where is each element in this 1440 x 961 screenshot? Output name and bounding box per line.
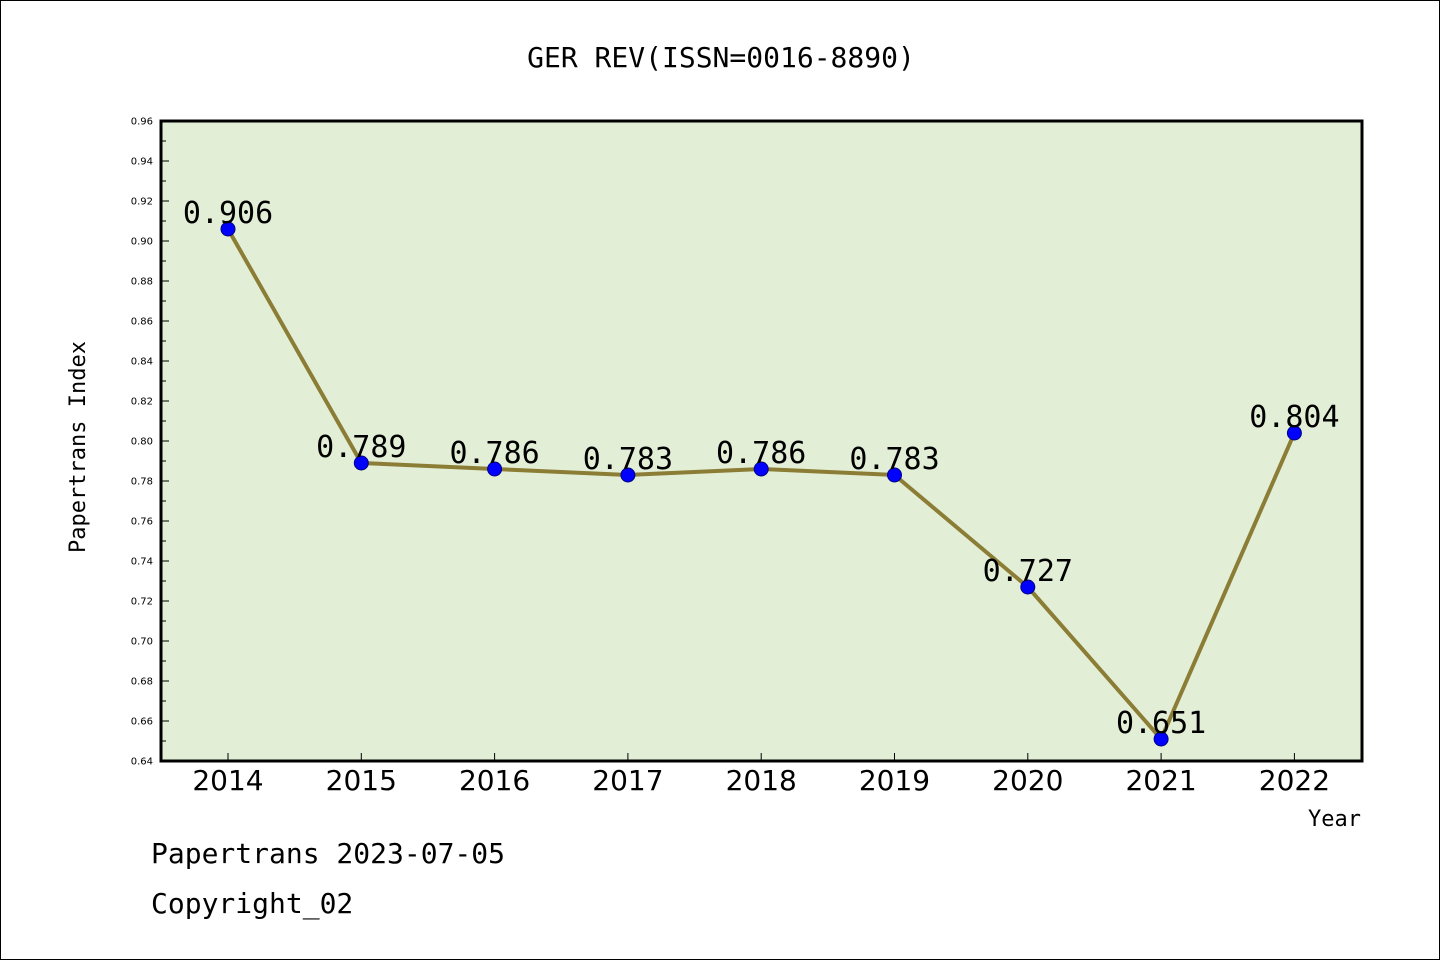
y-tick-label: 0.86 [131, 317, 153, 328]
x-tick-label: 2022 [1259, 764, 1330, 797]
y-tick-label: 0.84 [131, 357, 153, 368]
data-label: 0.789 [316, 430, 406, 465]
x-tick-label: 2018 [726, 764, 797, 797]
chart-title: GER REV(ISSN=0016-8890) [527, 41, 915, 74]
y-tick-label: 0.76 [131, 517, 153, 528]
y-tick-label: 0.78 [131, 477, 153, 488]
y-axis-label: Papertrans Index [66, 341, 91, 553]
y-tick-label: 0.72 [131, 597, 153, 608]
y-tick-label: 0.90 [131, 237, 153, 248]
data-label: 0.783 [583, 442, 673, 477]
data-point [1286, 425, 1302, 441]
x-tick-label: 2015 [326, 764, 397, 797]
data-label: 0.727 [983, 554, 1073, 589]
y-tick-label: 0.82 [131, 397, 153, 408]
y-tick-label: 0.88 [131, 277, 153, 288]
series-0 [220, 221, 1302, 747]
x-tick-label: 2016 [459, 764, 530, 797]
data-label: 0.651 [1116, 706, 1206, 741]
data-point [1153, 731, 1169, 747]
plot-area [159, 119, 1364, 763]
data-point [887, 467, 902, 483]
y-tick-label: 0.92 [131, 197, 153, 208]
y-tick-label: 0.94 [131, 157, 153, 168]
data-label: 0.783 [849, 442, 939, 477]
footer-copyright: Copyright_02 [151, 887, 354, 920]
x-axis: 2014 2015 2016 2017 2018 2019 2020 2021 2022 [192, 753, 1330, 797]
y-tick-label: 0.64 [131, 757, 153, 768]
data-label: 0.786 [716, 436, 806, 471]
x-tick-label: 2014 [192, 764, 263, 797]
data-label: 0.804 [1249, 400, 1339, 435]
x-axis-label: Year [1308, 807, 1361, 832]
x-tick-label: 2020 [992, 764, 1063, 797]
footer-date: Papertrans 2023-07-05 [151, 837, 506, 870]
y-tick-label: 0.74 [131, 557, 153, 568]
data-label: 0.786 [449, 436, 539, 471]
y-tick-label: 0.80 [131, 437, 153, 448]
data-label: 0.906 [183, 196, 273, 231]
x-tick-label: 2021 [1125, 764, 1196, 797]
x-tick-label: 2017 [592, 764, 663, 797]
data-labels: 0.906 0.789 0.786 0.783 0.786 0.783 0.727 0.651… [183, 196, 1340, 741]
data-point [220, 221, 236, 237]
data-point [620, 467, 636, 483]
data-point [753, 461, 769, 477]
x-tick-label: 2019 [859, 764, 930, 797]
y-axis: 0.64 0.66 0.68 0.70 0.72 0.74 0.76 0.78 0.80 0.82… [131, 117, 169, 768]
data-point [353, 455, 369, 471]
y-tick-label: 0.70 [131, 637, 153, 648]
data-point [1020, 579, 1036, 595]
y-tick-label: 0.66 [131, 717, 153, 728]
data-point [487, 461, 503, 477]
y-tick-label: 0.96 [131, 117, 153, 128]
y-tick-label: 0.68 [131, 677, 153, 688]
